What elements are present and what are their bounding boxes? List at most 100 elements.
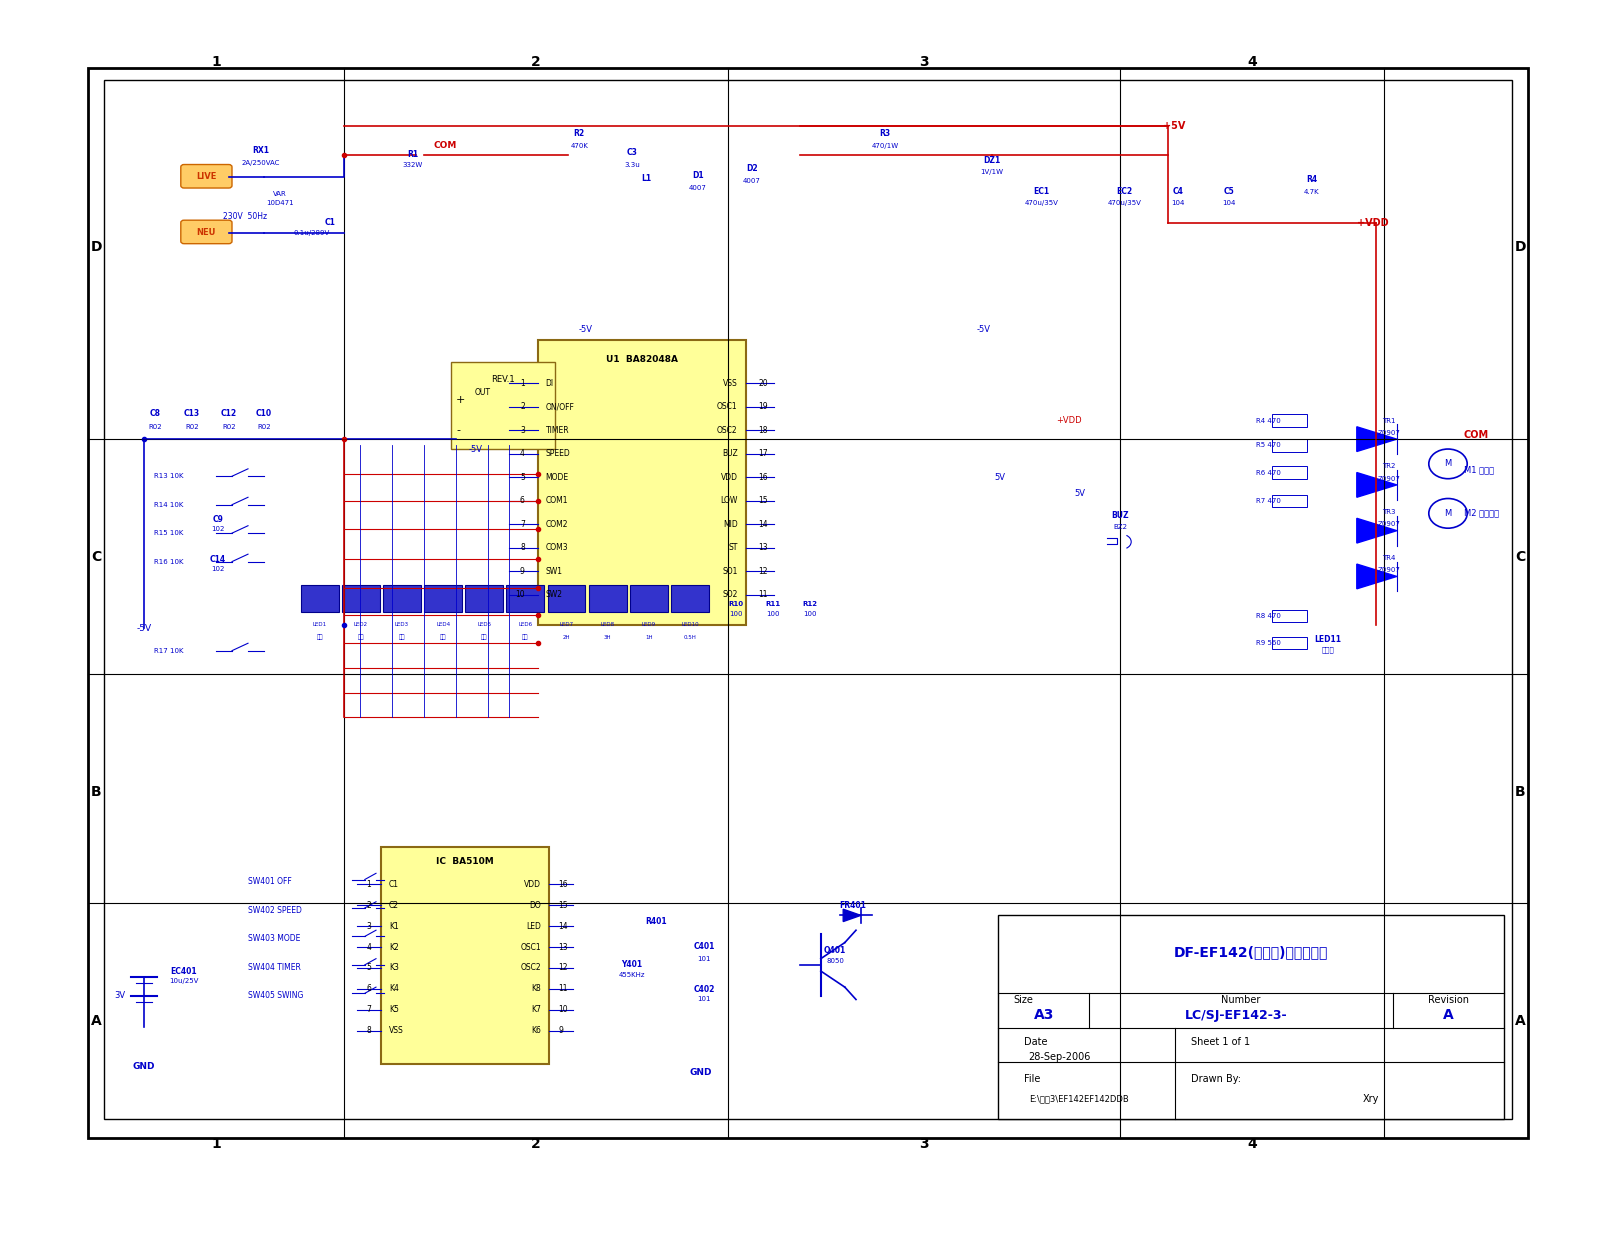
Text: 3.3u: 3.3u [624,162,640,167]
Text: BUZ: BUZ [722,449,738,459]
Text: OSC2: OSC2 [717,426,738,435]
Text: DZ1: DZ1 [984,156,1000,166]
Text: C402: C402 [693,985,715,995]
Text: 微风: 微风 [440,635,446,641]
Text: R10: R10 [728,601,744,606]
Text: 4: 4 [1246,54,1258,69]
Text: 101: 101 [698,956,710,961]
Text: TR2: TR2 [1382,464,1395,469]
Text: C: C [1515,549,1525,564]
Text: M: M [1445,508,1451,518]
Text: 8050: 8050 [826,959,845,964]
Text: LED5: LED5 [477,622,491,627]
Text: 14: 14 [758,520,768,529]
Text: 17: 17 [758,449,768,459]
Text: DI: DI [546,379,554,388]
Text: B: B [1515,784,1525,799]
Text: C8: C8 [150,408,160,418]
Text: R12: R12 [802,601,818,606]
Text: COM3: COM3 [546,543,568,553]
Text: 13: 13 [558,943,568,951]
Text: 13: 13 [758,543,768,553]
Text: LOW: LOW [720,496,738,506]
Text: COM: COM [1464,430,1490,440]
Text: C2: C2 [389,901,398,910]
Text: 自然: 自然 [482,635,488,641]
Bar [1272,439,1307,452]
Bar [104,80,1512,1119]
Text: R401: R401 [645,917,667,927]
Text: 3V: 3V [115,991,125,1001]
Text: 4007: 4007 [742,178,762,183]
Text: 2: 2 [531,54,541,69]
Text: D2: D2 [746,163,758,173]
Text: R3: R3 [880,129,890,139]
Text: EC1: EC1 [1034,187,1050,197]
Text: VSS: VSS [389,1025,403,1035]
Text: LED10: LED10 [682,622,699,627]
Text: REV.1: REV.1 [491,375,515,383]
Text: 3: 3 [918,54,930,69]
Text: 1H: 1H [645,635,653,640]
Text: A: A [1515,1013,1525,1028]
Text: -5V: -5V [136,623,152,633]
Polygon shape [1357,473,1397,497]
Text: 11: 11 [758,590,768,600]
Text: C3: C3 [627,147,637,157]
Text: R1: R1 [408,150,418,160]
Text: SO1: SO1 [722,567,738,576]
Text: 5: 5 [366,964,371,972]
Text: 2A/250VAC: 2A/250VAC [242,161,280,166]
Text: 14: 14 [558,922,568,930]
Bar [538,340,746,625]
Text: 7: 7 [520,520,525,529]
Text: 定风: 定风 [358,635,365,641]
Text: SW405 SWING: SW405 SWING [248,991,304,1001]
Text: 3: 3 [366,922,371,930]
Text: R11: R11 [765,601,781,606]
Text: COM2: COM2 [546,520,568,529]
Text: Size: Size [1014,995,1034,1006]
Bar [342,585,379,612]
Text: 5V: 5V [1075,489,1085,499]
Text: C401: C401 [693,941,715,951]
Text: R17 10K: R17 10K [154,648,182,653]
Text: LC/SJ-EF142-3-: LC/SJ-EF142-3- [1184,1009,1288,1022]
Text: A: A [1443,1008,1454,1023]
Text: 102: 102 [211,567,224,571]
Text: 8: 8 [366,1025,371,1035]
Bar [589,585,627,612]
Text: 12: 12 [558,964,568,972]
Text: 102: 102 [211,527,224,532]
Text: 19: 19 [758,402,768,412]
Text: TR3: TR3 [1382,510,1395,515]
Text: LED1: LED1 [312,622,326,627]
Text: C: C [91,549,101,564]
Text: 16: 16 [758,473,768,482]
Bar [1272,414,1307,427]
Text: D1: D1 [691,171,704,181]
Text: B: B [91,784,101,799]
Text: EC2: EC2 [1117,187,1133,197]
Text: Drawn By:: Drawn By: [1190,1074,1240,1084]
Text: 摇摆: 摇摆 [317,635,323,641]
Bar [424,585,462,612]
Text: LED4: LED4 [437,622,450,627]
Text: 455KHz: 455KHz [619,972,645,977]
Text: -5V: -5V [978,324,990,334]
Text: BUZ: BUZ [1110,511,1130,521]
Text: 10: 10 [558,1006,568,1014]
Text: M2 左摆电机: M2 左摆电机 [1464,508,1499,518]
Text: Date: Date [1024,1037,1046,1047]
Text: SO2: SO2 [722,590,738,600]
Text: 10: 10 [515,590,525,600]
Text: +: + [456,395,466,404]
Text: TIMER: TIMER [546,426,570,435]
Text: 470K: 470K [570,143,589,148]
Text: 12: 12 [758,567,768,576]
Text: Number: Number [1221,995,1261,1006]
Text: 1V/1W: 1V/1W [981,169,1003,174]
Text: K3: K3 [389,964,398,972]
Text: Z0907: Z0907 [1378,568,1400,573]
Text: R2: R2 [574,129,584,139]
